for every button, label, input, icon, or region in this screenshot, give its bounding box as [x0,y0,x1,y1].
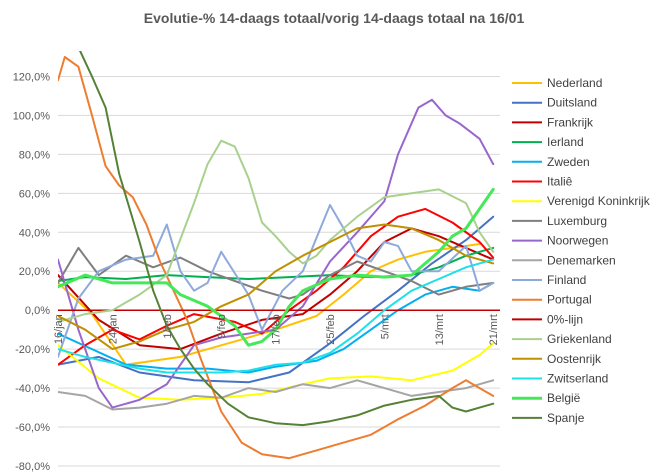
legend-label: Denemarken [547,253,616,267]
legend: Nederland Duitsland Frankrijk Ierland Zweden… [512,76,651,425]
y-tick-label: -60,0% [15,422,50,434]
x-tick-label: 9/feb [216,314,228,338]
x-tick-label: 5/mrt [379,314,391,339]
legend-label: 0%-lijn [547,312,583,326]
x-tick-label: 17/feb [271,314,283,345]
legend-label: Zweden [547,155,590,169]
y-tick-label: -40,0% [15,383,50,395]
y-tick-label: 120,0% [13,71,51,83]
y-tick-label: 100,0% [13,110,51,122]
y-tick-label: -80,0% [15,461,50,473]
series-line-belgi- [58,187,495,347]
series-line-zwitserland [58,258,495,374]
series-line-denemarken [58,379,495,411]
legend-label: Frankrijk [547,115,594,129]
x-tick-label: 21/mrt [488,314,500,345]
legend-label: Zwitserland [547,372,608,386]
y-tick-label: 0,0% [25,305,50,317]
x-axis: 16/jan 24/jan 1/feb 9/feb 17/feb 25/feb 5/mrt 1… [53,314,500,345]
y-tick-label: 20,0% [19,266,50,278]
legend-label: Italiê [547,175,573,189]
series-line-portugal [58,56,495,460]
plot-area-gridlines [58,75,500,467]
y-tick-label: 60,0% [19,188,50,200]
legend-label: Griekenland [547,332,612,346]
legend-label: Duitsland [547,96,597,110]
series-line-spanje [79,51,495,427]
legend-label: Spanje [547,411,585,425]
y-tick-label: -20,0% [15,344,50,356]
x-tick-label: 24/jan [107,314,119,344]
legend-label: Verenigd Koninkrijk [547,194,651,208]
series-line-luxemburg [58,246,495,300]
series-line-noorwegen [58,98,495,409]
series-line-zweden [58,281,495,374]
x-tick-label: 1/feb [162,314,174,338]
legend-label: Luxemburg [547,214,607,228]
x-tick-label: 25/feb [325,314,337,345]
series-line-frankrijk [58,227,495,351]
x-tick-label: 16/jan [53,314,65,344]
y-axis: -80,0% -60,0% -40,0% -20,0% 0,0% 20,0% 40,0% 60… [13,71,51,473]
series-line-oostenrijk [58,223,495,351]
legend-label: Portugal [547,293,592,307]
y-tick-label: 80,0% [19,149,50,161]
chart-title: Evolutie-% 14-daags totaal/vorig 14-daag… [144,10,525,26]
series-line-ierland [58,246,495,282]
x-tick-label: 13/mrt [434,314,446,345]
y-tick-label: 40,0% [19,227,50,239]
legend-label: Finland [547,273,586,287]
plot-area-series [58,51,500,460]
series-line-duitsland [58,215,495,384]
legend-label: Noorwegen [547,234,608,248]
series-line-finland [58,204,495,358]
legend-label: Nederland [547,76,602,90]
legend-label: België [547,391,581,405]
legend-label: Ierland [547,135,584,149]
legend-label: Oostenrijk [547,352,602,366]
